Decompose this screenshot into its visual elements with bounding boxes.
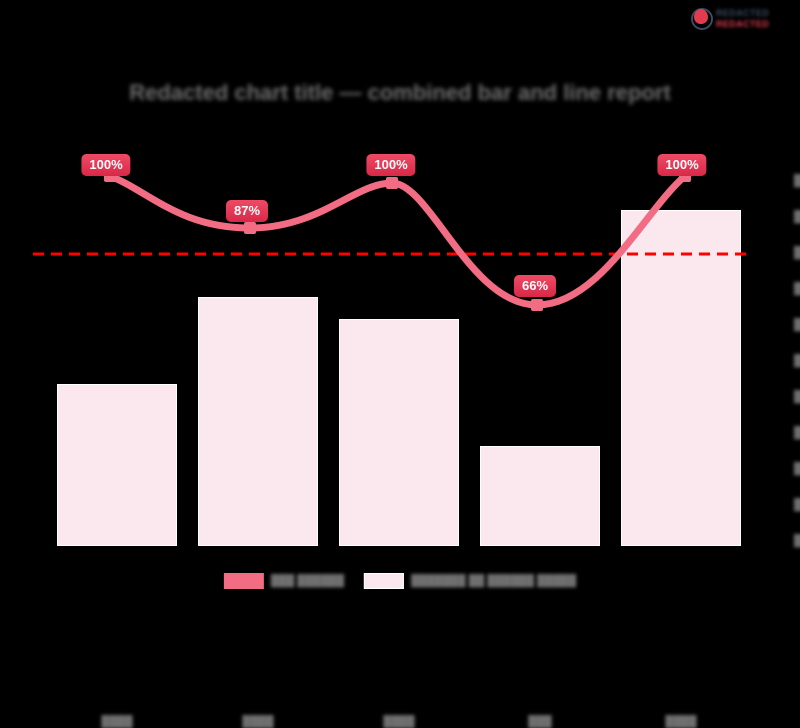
right-axis-tick-3: ████ — [794, 283, 800, 295]
right-axis-tick-10: ███ — [794, 535, 800, 547]
logo-line-1: REDACTED — [716, 7, 770, 18]
logo-line-2: REDACTED — [716, 18, 770, 29]
legend-line-swatch-icon — [223, 573, 264, 589]
right-axis-tick-6: ████ — [794, 391, 800, 403]
right-axis-tick-0: ████ — [794, 175, 800, 187]
right-axis-tick-2: ████ — [794, 247, 800, 259]
plot-area: █ █ █ █ █ █ █ █ █ █ █ █ ██ █ █ ███ █ ███ █ ██ ██ ██… — [38, 165, 800, 728]
data-label-0: 100% — [81, 154, 131, 176]
bar-1[interactable] — [199, 298, 317, 545]
data-label-4: 100% — [657, 154, 707, 176]
legend-item-bar[interactable]: ███████ ██ ██████ █████ — [354, 573, 586, 589]
data-label-1: 87% — [225, 200, 269, 222]
bar-0[interactable] — [58, 385, 176, 545]
legend-bar-swatch-icon — [364, 573, 405, 589]
right-axis-tick-5: ████ — [794, 355, 800, 367]
right-axis-tick-9: ████ — [794, 499, 800, 511]
x-axis-tick-4: ████ — [665, 716, 697, 728]
brand-logo: REDACTED REDACTED — [690, 4, 794, 32]
right-axis-tick-1: ████ — [794, 211, 800, 223]
bar-2[interactable] — [340, 320, 458, 545]
bar-4[interactable] — [622, 211, 740, 545]
bar-3[interactable] — [481, 447, 599, 545]
right-axis-tick-7: ████ — [794, 427, 800, 439]
chart-container: REDACTED REDACTED Redacted chart title —… — [33, 4, 800, 728]
chart-legend: ███ ██████ ███████ ██ ██████ █████ — [208, 570, 592, 592]
legend-item-line[interactable]: ███ ██████ — [214, 573, 354, 589]
data-label-3: 66% — [513, 275, 557, 297]
x-axis-tick-3: ███ — [528, 716, 552, 728]
data-label-2: 100% — [366, 154, 416, 176]
right-axis-tick-4: ████ — [794, 319, 800, 331]
x-axis-tick-1: ████ — [242, 716, 274, 728]
logo-blob-icon — [690, 7, 713, 30]
legend-item-label-0: ███ ██████ — [270, 575, 345, 587]
right-axis-tick-8: ████ — [794, 463, 800, 475]
chart-title: Redacted chart title — combined bar and … — [129, 80, 671, 105]
legend-item-label-1: ███████ ██ ██████ █████ — [411, 575, 577, 587]
logo-wordmark: REDACTED REDACTED — [716, 8, 769, 29]
x-axis-tick-2: ████ — [383, 716, 415, 728]
x-axis-tick-0: ████ — [101, 716, 133, 728]
